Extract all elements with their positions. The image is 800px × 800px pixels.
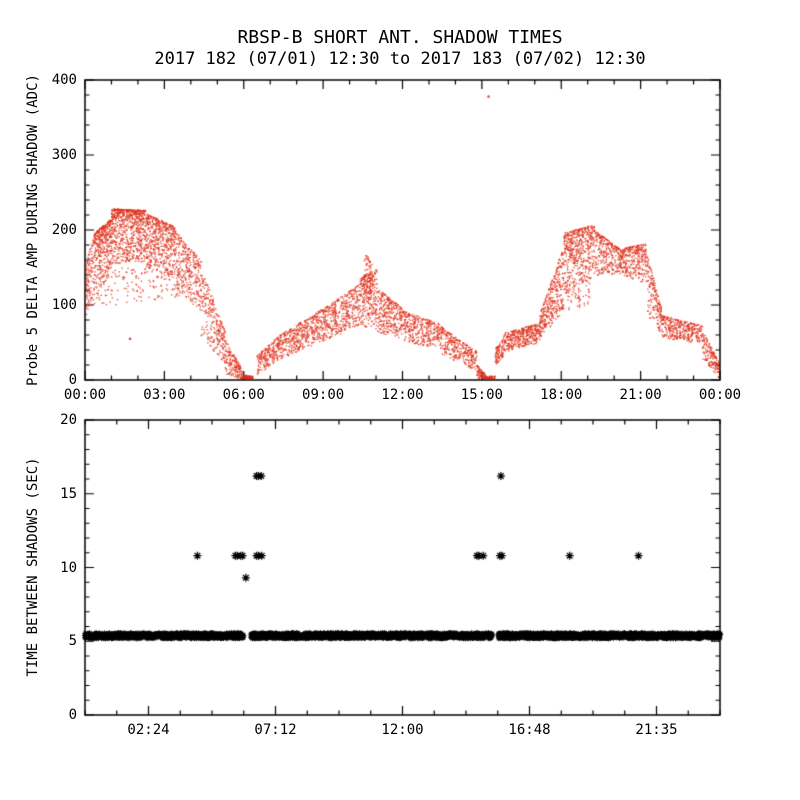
top-panel-y-axis-label: Probe 5 DELTA AMP DURING SHADOW (ADC)	[25, 74, 41, 386]
chart-subtitle: 2017 182 (07/01) 12:30 to 2017 183 (07/0…	[154, 49, 646, 69]
chart-title: RBSP-B SHORT ANT. SHADOW TIMES	[237, 27, 563, 48]
bottom-panel-y-axis-label: TIME BETWEEN SHADOWS (SEC)	[25, 457, 41, 677]
